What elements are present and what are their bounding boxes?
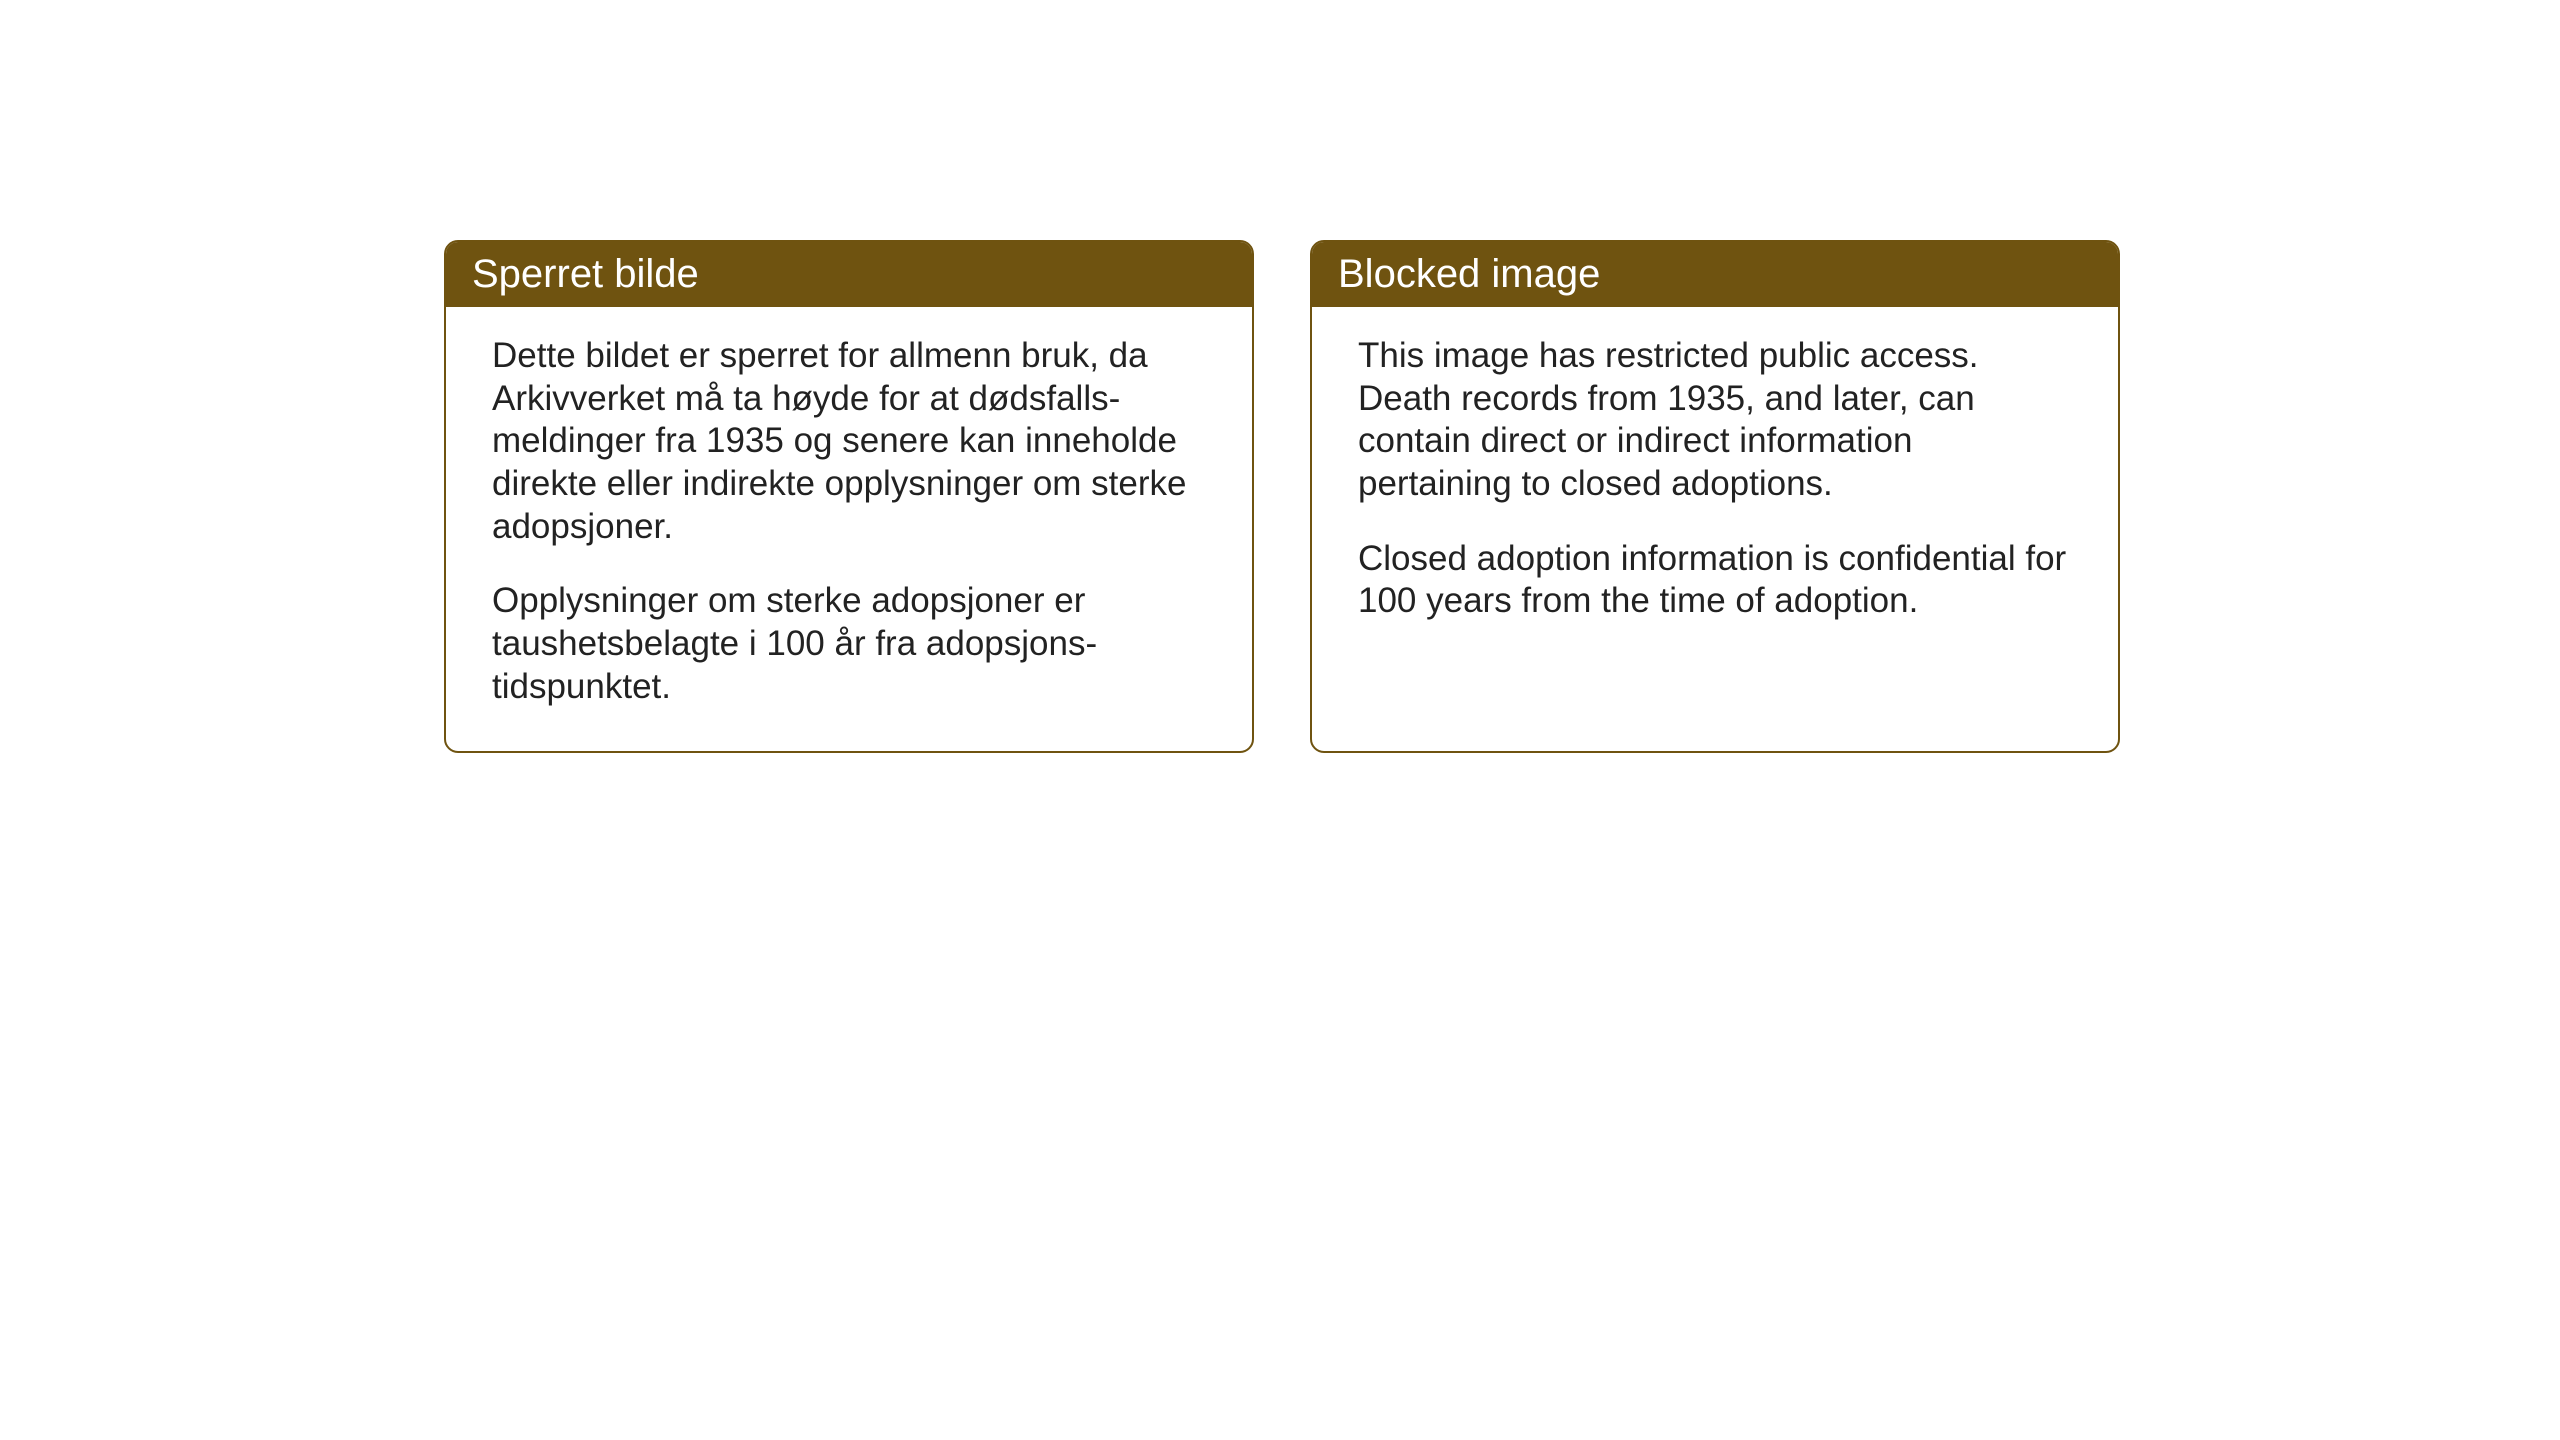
card-paragraph-norwegian-1: Dette bildet er sperret for allmenn bruk… — [492, 335, 1206, 548]
notice-container: Sperret bilde Dette bildet er sperret fo… — [444, 240, 2120, 753]
notice-card-norwegian: Sperret bilde Dette bildet er sperret fo… — [444, 240, 1254, 753]
card-body-norwegian: Dette bildet er sperret for allmenn bruk… — [446, 307, 1252, 751]
card-body-english: This image has restricted public access.… — [1312, 307, 2118, 665]
card-paragraph-english-1: This image has restricted public access.… — [1358, 335, 2072, 506]
card-paragraph-norwegian-2: Opplysninger om sterke adopsjoner er tau… — [492, 580, 1206, 708]
card-title-norwegian: Sperret bilde — [472, 252, 699, 296]
notice-card-english: Blocked image This image has restricted … — [1310, 240, 2120, 753]
card-paragraph-english-2: Closed adoption information is confident… — [1358, 538, 2072, 623]
card-header-norwegian: Sperret bilde — [446, 242, 1252, 307]
card-header-english: Blocked image — [1312, 242, 2118, 307]
card-title-english: Blocked image — [1338, 252, 1600, 296]
